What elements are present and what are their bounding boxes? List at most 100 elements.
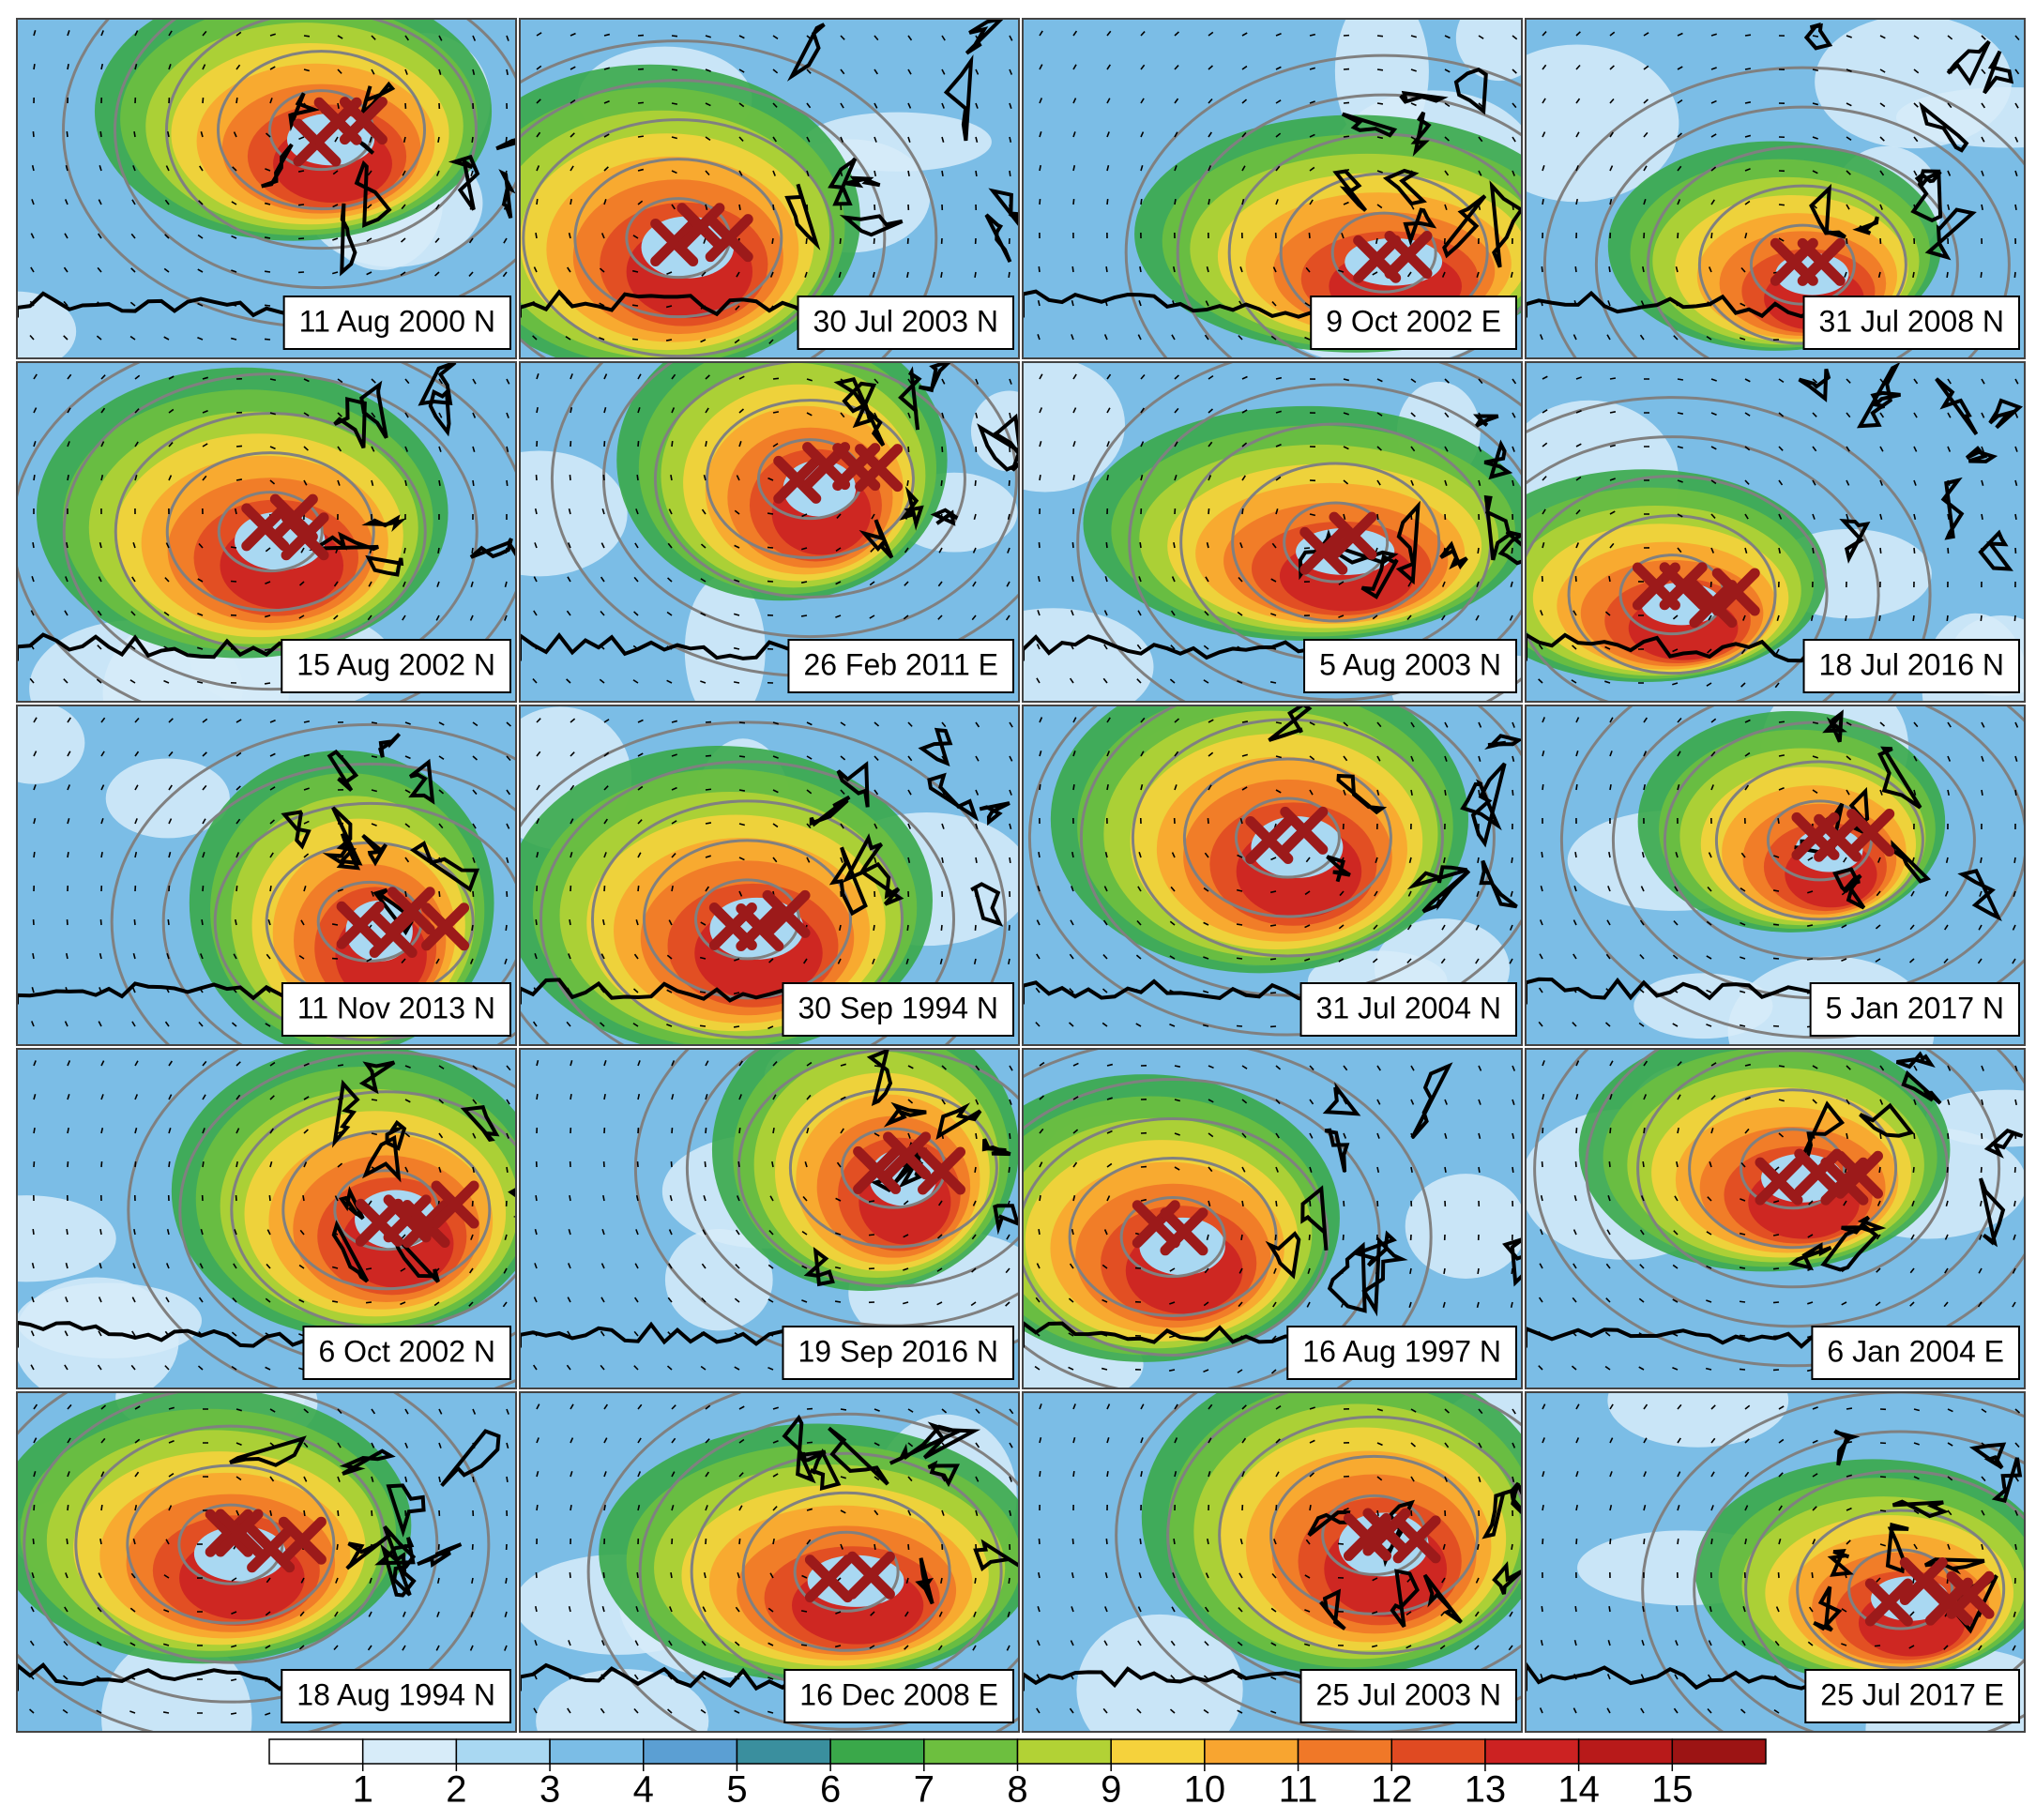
wind-arrow [1677, 1538, 1679, 1545]
wind-arrow [236, 1094, 241, 1100]
wind-arrow [874, 823, 878, 829]
wind-arrow [1512, 446, 1515, 452]
wind-arrow [33, 851, 36, 858]
wind-arrow [1140, 474, 1144, 481]
wind-arrow [163, 1643, 170, 1646]
wind-arrow [772, 1094, 777, 1100]
wind-arrow [1441, 271, 1446, 278]
wind-arrow [1204, 1641, 1209, 1646]
wind-arrow [269, 66, 276, 70]
wind-arrow [671, 885, 674, 892]
island-coast [359, 380, 388, 439]
wind-arrow [1477, 857, 1480, 864]
wind-arrow [198, 542, 204, 549]
wind-arrow [666, 271, 673, 276]
wind-arrow [100, 1127, 104, 1134]
wind-arrow [536, 1403, 540, 1410]
wind-arrow [1744, 446, 1751, 451]
wind-arrow [197, 578, 204, 583]
wind-arrow [806, 857, 811, 863]
wind-arrow [635, 508, 639, 515]
wind-arrow [1007, 547, 1010, 554]
panel-border [1022, 18, 1523, 359]
wind-arrow [699, 956, 707, 960]
wind-arrow [941, 721, 947, 728]
wind-arrow [1140, 1198, 1147, 1202]
island-coast [1360, 554, 1399, 599]
wind-arrow [772, 755, 779, 759]
wind-arrow [1539, 1707, 1543, 1714]
wind-arrow [1812, 547, 1815, 554]
wind-arrow [132, 165, 136, 172]
wind-arrow [1508, 1645, 1513, 1651]
wind-arrow [97, 1606, 102, 1613]
wind-arrow [633, 576, 639, 583]
wind-arrow [1240, 1234, 1243, 1241]
wind-arrow [1140, 198, 1143, 205]
wind-arrow [130, 233, 136, 239]
wind-arrow [1105, 1538, 1108, 1545]
wind-arrow [1913, 68, 1920, 74]
wind-arrow [668, 1229, 673, 1236]
wind-arrow [1706, 1265, 1712, 1269]
wind-arrow [1542, 1403, 1546, 1410]
wind-arrow [1036, 953, 1041, 960]
wind-arrow [1572, 1022, 1577, 1027]
label-box [1299, 982, 1517, 1037]
wind-arrow [337, 479, 341, 486]
wind-arrow [503, 1267, 508, 1274]
wind-arrow [134, 374, 141, 380]
wind-arrow [100, 407, 106, 414]
pressure-contour [737, 1049, 1019, 1288]
wind-arrow [1476, 271, 1480, 278]
wind-arrow [1444, 35, 1451, 39]
wind-arrow [2012, 1645, 2016, 1651]
wind-arrow [1208, 1200, 1211, 1206]
wind-arrow [1343, 1200, 1345, 1207]
wind-arrow [840, 755, 846, 761]
wind-arrow [32, 541, 35, 549]
wind-arrow [974, 271, 977, 279]
wind-arrow [438, 823, 444, 829]
wind-arrow [536, 1504, 539, 1511]
wind-arrow [975, 755, 980, 762]
wind-arrow [1677, 99, 1683, 104]
island-coast [1788, 1242, 1832, 1271]
pressure-contour [126, 1464, 336, 1625]
label-box [281, 982, 511, 1037]
wind-arrow [1241, 198, 1245, 205]
wind-arrow [438, 789, 445, 795]
wind-arrow [269, 1095, 275, 1100]
wind-arrow [1174, 98, 1179, 104]
wind-arrow [1009, 1099, 1012, 1105]
colorbar-segment [1204, 1738, 1299, 1765]
wind-arrow [1102, 1298, 1108, 1303]
wind-arrow [1440, 614, 1446, 621]
wind-arrow [1478, 1166, 1481, 1174]
wind-arrow [1740, 1708, 1746, 1714]
wind-arrow [600, 1640, 605, 1646]
wind-arrow [1374, 890, 1378, 897]
wind-arrow [1009, 721, 1013, 728]
wind-arrow [265, 1712, 271, 1716]
wind-arrow [602, 1571, 605, 1579]
wind-arrow [601, 1606, 605, 1613]
wind-arrow [1376, 1065, 1381, 1071]
wind-arrow [402, 614, 406, 621]
wind-arrow [941, 170, 944, 177]
wind-arrow [1270, 578, 1277, 583]
wind-arrow [435, 170, 440, 176]
wind-arrow [1778, 479, 1784, 486]
wind-arrow [1744, 1505, 1749, 1511]
wind-arrow [838, 271, 842, 278]
wind-arrow [1303, 547, 1311, 550]
wind-arrow [1947, 378, 1952, 385]
wind-arrow [168, 375, 175, 380]
wind-arrow [1778, 1438, 1785, 1444]
wind-arrow [300, 1577, 305, 1584]
wind-arrow [1376, 378, 1383, 383]
wind-arrow [202, 751, 207, 757]
wind-arrow [1981, 102, 1986, 109]
wind-arrow [197, 268, 204, 273]
wind-arrow [1575, 476, 1582, 481]
